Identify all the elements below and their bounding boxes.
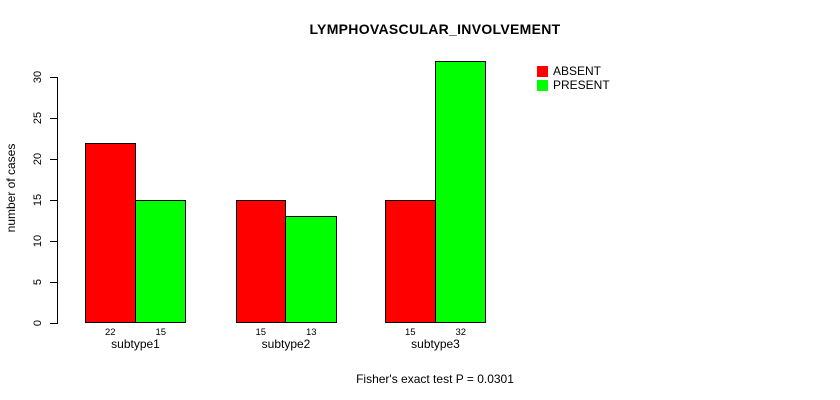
bar-absent-subtype2	[235, 200, 286, 323]
y-axis-tick-label: 5	[32, 278, 44, 286]
category-label-subtype1: subtype1	[111, 337, 160, 351]
legend-swatch-present	[537, 79, 548, 91]
bar-value-label: 13	[305, 327, 317, 338]
bar-value-label: 22	[104, 327, 116, 338]
y-axis-tick	[50, 200, 57, 201]
y-axis-tick-label: 0	[32, 319, 44, 327]
y-axis-tick-label: 20	[32, 152, 44, 166]
bar-present-subtype1	[134, 200, 186, 323]
legend: ABSENT PRESENT	[537, 64, 610, 92]
legend-label: ABSENT	[553, 64, 602, 78]
footnote: Fisher's exact test P = 0.0301	[356, 372, 514, 386]
y-axis-tick	[50, 323, 57, 324]
chart-title: LYMPHOVASCULAR_INVOLVEMENT	[309, 21, 561, 37]
y-axis-tick	[50, 77, 57, 78]
legend-label: PRESENT	[553, 78, 610, 92]
category-label-subtype2: subtype2	[261, 337, 311, 351]
bar-value-label: 15	[255, 327, 267, 338]
legend-swatch-absent	[537, 65, 548, 77]
bar-present-subtype2	[285, 216, 337, 323]
legend-item-present: PRESENT	[537, 78, 610, 92]
y-axis-tick	[50, 118, 57, 119]
bar-absent-subtype3	[385, 200, 436, 323]
y-axis-tick-label: 10	[32, 234, 44, 248]
y-axis-tick	[50, 282, 57, 283]
bar-value-label: 15	[155, 327, 167, 338]
y-axis-tick-label: 30	[32, 70, 44, 84]
y-axis-line	[57, 77, 58, 324]
y-axis-tick-label: 25	[32, 111, 44, 125]
legend-item-absent: ABSENT	[537, 64, 610, 78]
category-label-subtype3: subtype3	[411, 337, 460, 351]
bar-value-label: 15	[404, 327, 416, 338]
y-axis-tick	[50, 159, 57, 160]
bar-present-subtype3	[434, 60, 486, 323]
y-axis-tick-label: 15	[32, 193, 44, 207]
bar-value-label: 32	[455, 327, 467, 338]
bar-absent-subtype1	[85, 142, 136, 323]
y-axis-tick	[50, 241, 57, 242]
